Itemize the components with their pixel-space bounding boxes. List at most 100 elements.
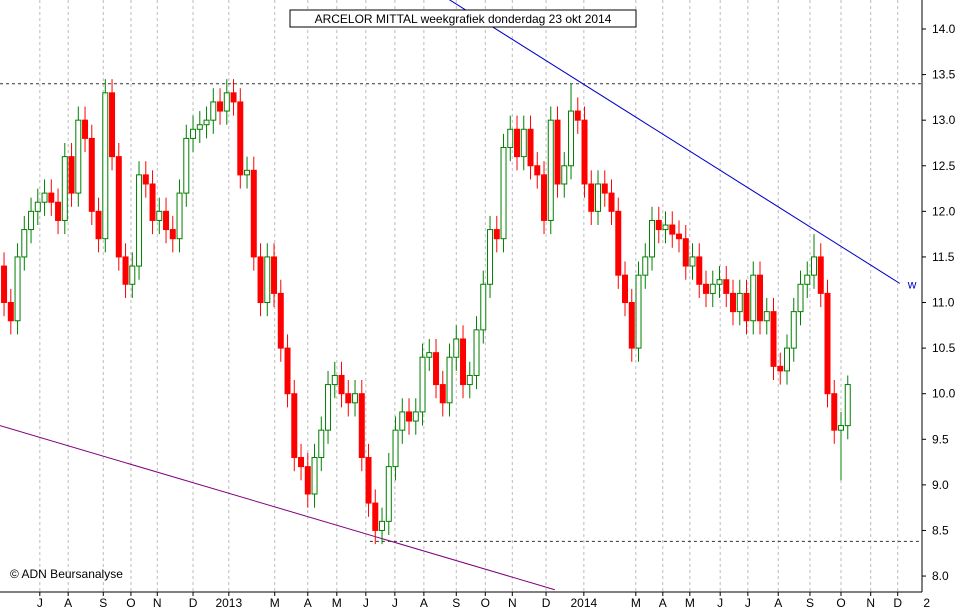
candle-body xyxy=(95,210,102,240)
candle-body xyxy=(304,466,311,495)
candle-body xyxy=(534,165,541,176)
candle-body xyxy=(615,210,622,276)
candle-body xyxy=(446,356,453,404)
candle-body xyxy=(338,374,345,395)
x-tick-label: A xyxy=(659,596,667,610)
candle-body xyxy=(595,183,602,212)
x-tick-label: N xyxy=(153,596,162,610)
candle-body xyxy=(21,229,28,258)
candle-body xyxy=(703,283,710,294)
y-tick-label: 8.5 xyxy=(932,523,949,537)
candle-body xyxy=(122,256,129,285)
x-tick-label: A xyxy=(64,596,72,610)
candle-body xyxy=(345,393,352,404)
candle-body xyxy=(318,429,325,459)
y-tick-label: 10.5 xyxy=(932,341,956,355)
candle-body xyxy=(649,219,656,258)
candle-body xyxy=(264,256,271,304)
candle-body xyxy=(655,219,662,231)
candle-body xyxy=(102,92,109,240)
candle-body xyxy=(541,174,548,221)
candle-body xyxy=(581,119,588,185)
candle-body xyxy=(433,352,440,386)
x-tick-label: O xyxy=(126,596,135,610)
candle-body xyxy=(507,128,514,149)
candle-body xyxy=(372,502,379,531)
x-tick-label: S xyxy=(806,596,814,610)
candle-body xyxy=(770,311,777,367)
candle-body xyxy=(628,302,635,349)
candle-body xyxy=(176,192,183,240)
candle-body xyxy=(426,352,433,358)
candle-body xyxy=(480,283,487,331)
candle-body xyxy=(743,292,750,322)
candle-body xyxy=(298,457,305,468)
x-tick-label: A xyxy=(304,596,312,610)
candle-body xyxy=(412,411,419,422)
candle-body xyxy=(554,119,561,185)
candle-body xyxy=(331,374,338,386)
y-tick-label: 9.5 xyxy=(932,432,949,446)
candle-body xyxy=(622,274,629,304)
candle-body xyxy=(817,256,824,294)
x-tick-label: M xyxy=(270,596,280,610)
candle-body xyxy=(149,183,156,221)
candle-body xyxy=(811,256,818,276)
candle-body xyxy=(136,174,143,267)
x-tick-label: J xyxy=(717,596,723,610)
candle-body xyxy=(7,302,14,322)
candle-body xyxy=(284,347,291,395)
x-tick-label: J xyxy=(745,596,751,610)
candle-body xyxy=(682,238,689,267)
candle-body xyxy=(156,210,163,221)
y-tick-label: 8.0 xyxy=(932,569,949,583)
candle-body xyxy=(527,128,534,167)
candle-body xyxy=(41,192,48,203)
candle-body xyxy=(790,311,797,349)
candle-body xyxy=(676,233,683,240)
candle-body xyxy=(689,256,696,267)
candle-body xyxy=(716,279,723,285)
candle-body xyxy=(48,192,55,203)
candle-body xyxy=(352,393,359,404)
candle-body xyxy=(325,384,332,431)
y-tick-label: 9.0 xyxy=(932,478,949,492)
x-tick-label: A xyxy=(420,596,428,610)
y-tick-label: 14.0 xyxy=(932,22,956,36)
y-tick-label: 13.0 xyxy=(932,113,956,127)
y-tick-label: 12.5 xyxy=(932,159,956,173)
candle-body xyxy=(500,147,507,240)
x-tick-label: S xyxy=(452,596,460,610)
candle-body xyxy=(608,192,615,212)
candle-body xyxy=(392,429,399,468)
candle-body xyxy=(190,128,197,139)
x-tick-label: J xyxy=(363,596,369,610)
y-tick-label: 12.0 xyxy=(932,204,956,218)
copyright: © ADN Beursanalyse xyxy=(10,567,123,581)
candle-body xyxy=(466,374,473,386)
x-tick-label: D xyxy=(893,596,902,610)
x-tick-label: O xyxy=(836,596,845,610)
candle-body xyxy=(797,283,804,313)
candle-body xyxy=(763,311,770,322)
candle-body xyxy=(804,274,811,285)
x-tick-label: 2013 xyxy=(215,596,242,610)
candle-body xyxy=(453,338,460,358)
candle-body xyxy=(291,393,298,459)
candle-body xyxy=(730,292,737,313)
x-tick-label: A xyxy=(774,596,782,610)
candle-body xyxy=(838,425,845,431)
candle-body xyxy=(271,256,278,294)
x-tick-label: D xyxy=(189,596,198,610)
candle-body xyxy=(109,92,116,158)
candle-body xyxy=(1,265,8,304)
candle-body xyxy=(129,265,136,285)
title-box xyxy=(289,9,637,28)
candle-body xyxy=(831,393,838,431)
candle-body xyxy=(203,119,210,126)
candle-body xyxy=(777,365,784,372)
candle-body xyxy=(244,169,251,176)
x-tick-label: O xyxy=(481,596,490,610)
candle-body xyxy=(662,224,669,231)
candle-body xyxy=(217,101,224,112)
